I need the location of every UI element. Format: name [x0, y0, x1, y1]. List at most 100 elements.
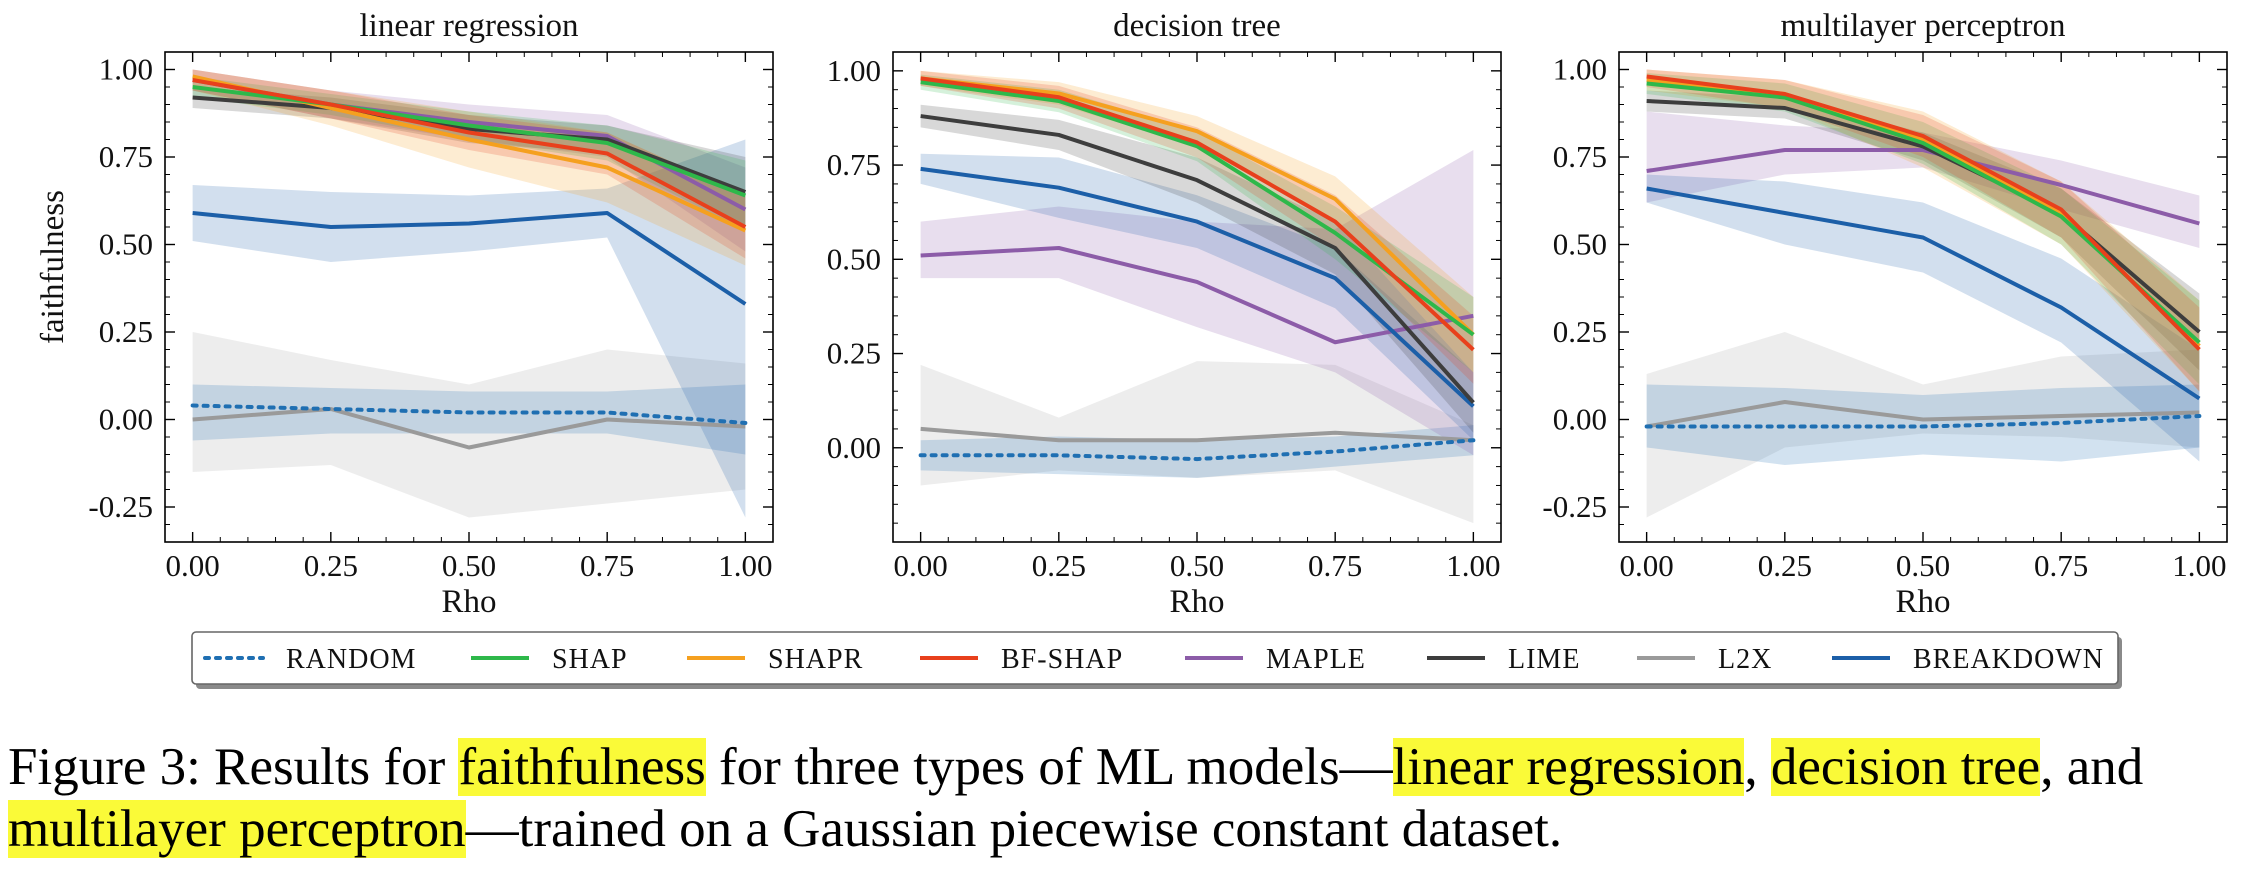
legend-label-shapr: SHAPR — [768, 644, 863, 675]
band-shap — [192, 76, 746, 231]
line-bf-shap — [1646, 74, 2201, 351]
legend-label-bf-shap: BF-SHAP — [1001, 644, 1123, 675]
caption-middle-2: , — [1744, 738, 1771, 796]
band-random — [192, 384, 746, 455]
y-tick-label: 0.50 — [827, 241, 881, 276]
line-random — [190, 403, 748, 425]
line-shap — [192, 85, 747, 198]
x-axis-label: Rho — [441, 584, 496, 620]
band-maple — [920, 150, 1474, 456]
x-tick-label: 0.25 — [1758, 548, 1812, 583]
x-tick-label: 0.00 — [894, 548, 948, 583]
line-maple — [920, 246, 1474, 345]
legend: RANDOM SHAP SHAPR BF-SHAP MAPLE LIME L2X BREAKD… — [191, 631, 2122, 689]
band-maple — [192, 69, 746, 252]
x-axis-label: Rho — [1895, 584, 1950, 620]
line-l2x — [920, 426, 1474, 443]
y-tick-label: 1.00 — [99, 52, 153, 87]
band-shap — [920, 74, 1474, 373]
line-bf-shap — [920, 76, 1475, 352]
band-bf-shap — [1646, 69, 2200, 392]
caption-highlight-decision-tree: decision tree — [1770, 738, 2041, 796]
y-tick-label: 0.50 — [1553, 227, 1607, 262]
y-tick-label: 0.25 — [1553, 314, 1607, 349]
y-tick-label: 1.00 — [827, 53, 881, 88]
line-breakdown — [1646, 186, 2201, 401]
caption-prefix: Figure 3: Results for — [8, 738, 459, 796]
legend-label-random: RANDOM — [286, 644, 416, 675]
caption-middle-1: for three types of ML models— — [705, 738, 1393, 796]
x-tick-label: 0.25 — [1032, 548, 1086, 583]
line-shapr — [920, 76, 1475, 337]
figure-caption: Figure 3: Results for faithfulness for t… — [8, 736, 2248, 860]
line-bf-shap — [192, 78, 747, 229]
x-tick-label: 0.50 — [1896, 548, 1950, 583]
panel-title: decision tree — [1113, 8, 1281, 44]
line-lime — [920, 114, 1475, 404]
panel-multilayer-perceptron: 0.00 0.25 0.50 0.75 1.00 -0.25 0.00 0.25 0.50 0.7… — [1542, 8, 2228, 620]
y-tick-label: -0.25 — [88, 489, 153, 524]
y-tick-label: 0.50 — [99, 227, 153, 262]
y-tick-label: 0.75 — [1553, 139, 1607, 174]
plot-area — [190, 69, 748, 518]
caption-suffix: —trained on a Gaussian piecewise constan… — [465, 800, 1563, 858]
legend-label-shap: SHAP — [552, 644, 628, 675]
band-shapr — [192, 69, 746, 266]
band-shapr — [1646, 69, 2200, 392]
legend-label-breakdown: BREAKDOWN — [1913, 644, 2104, 675]
legend-label-maple: MAPLE — [1266, 644, 1366, 675]
panel-decision-tree: 0.00 0.25 0.50 0.75 1.00 0.00 0.25 0.50 0.75 1.00… — [827, 8, 1502, 620]
legend-label-lime: LIME — [1508, 644, 1580, 675]
line-breakdown — [920, 166, 1475, 408]
line-maple — [1646, 148, 2200, 226]
plot-area — [918, 70, 1476, 524]
band-breakdown — [192, 139, 746, 518]
x-tick-label: 0.25 — [304, 548, 358, 583]
band-maple — [1646, 111, 2200, 248]
x-tick-label: 0.00 — [166, 548, 220, 583]
x-tick-label: 0.75 — [2034, 548, 2088, 583]
band-breakdown — [1646, 174, 2200, 462]
band-l2x — [192, 332, 746, 518]
x-tick-label: 0.75 — [1308, 548, 1362, 583]
y-tick-label: 0.00 — [1553, 402, 1607, 437]
line-lime — [1646, 99, 2201, 334]
legend-label-l2x: L2X — [1718, 644, 1772, 675]
line-random — [1644, 414, 2202, 429]
panel-title: multilayer perceptron — [1781, 8, 2066, 44]
x-tick-label: 1.00 — [2172, 548, 2226, 583]
caption-highlight-linear-regression: linear regression — [1392, 738, 1745, 796]
plot-area — [1644, 69, 2202, 518]
caption-highlight-faithfulness: faithfulness — [458, 738, 706, 796]
y-tick-label: 0.25 — [99, 314, 153, 349]
panel-title: linear regression — [360, 8, 579, 44]
line-breakdown — [192, 211, 747, 306]
y-tick-label: 0.00 — [827, 430, 881, 465]
line-random — [918, 438, 1476, 462]
x-tick-label: 0.50 — [442, 548, 496, 583]
band-breakdown — [920, 153, 1474, 441]
caption-middle-3: , and — [2040, 738, 2144, 796]
panel-linear-regression: 0.00 0.25 0.50 0.75 1.00 -0.25 0.00 0.25 0.50 0.7… — [35, 8, 774, 620]
line-l2x — [1646, 400, 2200, 429]
legend-box — [191, 631, 2119, 685]
x-tick-label: 0.00 — [1620, 548, 1674, 583]
line-lime — [192, 95, 747, 194]
x-tick-label: 0.50 — [1170, 548, 1224, 583]
x-axis-label: Rho — [1169, 584, 1224, 620]
y-tick-label: 1.00 — [1553, 52, 1607, 87]
y-tick-label: 0.75 — [99, 139, 153, 174]
y-tick-label: 0.00 — [99, 402, 153, 437]
band-bf-shap — [192, 69, 746, 259]
x-tick-label: 1.00 — [1446, 548, 1500, 583]
band-lime — [920, 104, 1474, 433]
y-axis-label: faithfulness — [35, 190, 71, 344]
y-tick-label: 0.75 — [827, 147, 881, 182]
caption-highlight-multilayer-perceptron: multilayer perceptron — [8, 800, 466, 858]
y-tick-label: -0.25 — [1542, 489, 1607, 524]
line-l2x — [192, 407, 746, 450]
chart-area: 0.00 0.25 0.50 0.75 1.00 -0.25 0.00 0.25 0.50 0.7… — [35, 8, 2228, 689]
x-tick-label: 1.00 — [718, 548, 772, 583]
x-tick-label: 0.75 — [580, 548, 634, 583]
